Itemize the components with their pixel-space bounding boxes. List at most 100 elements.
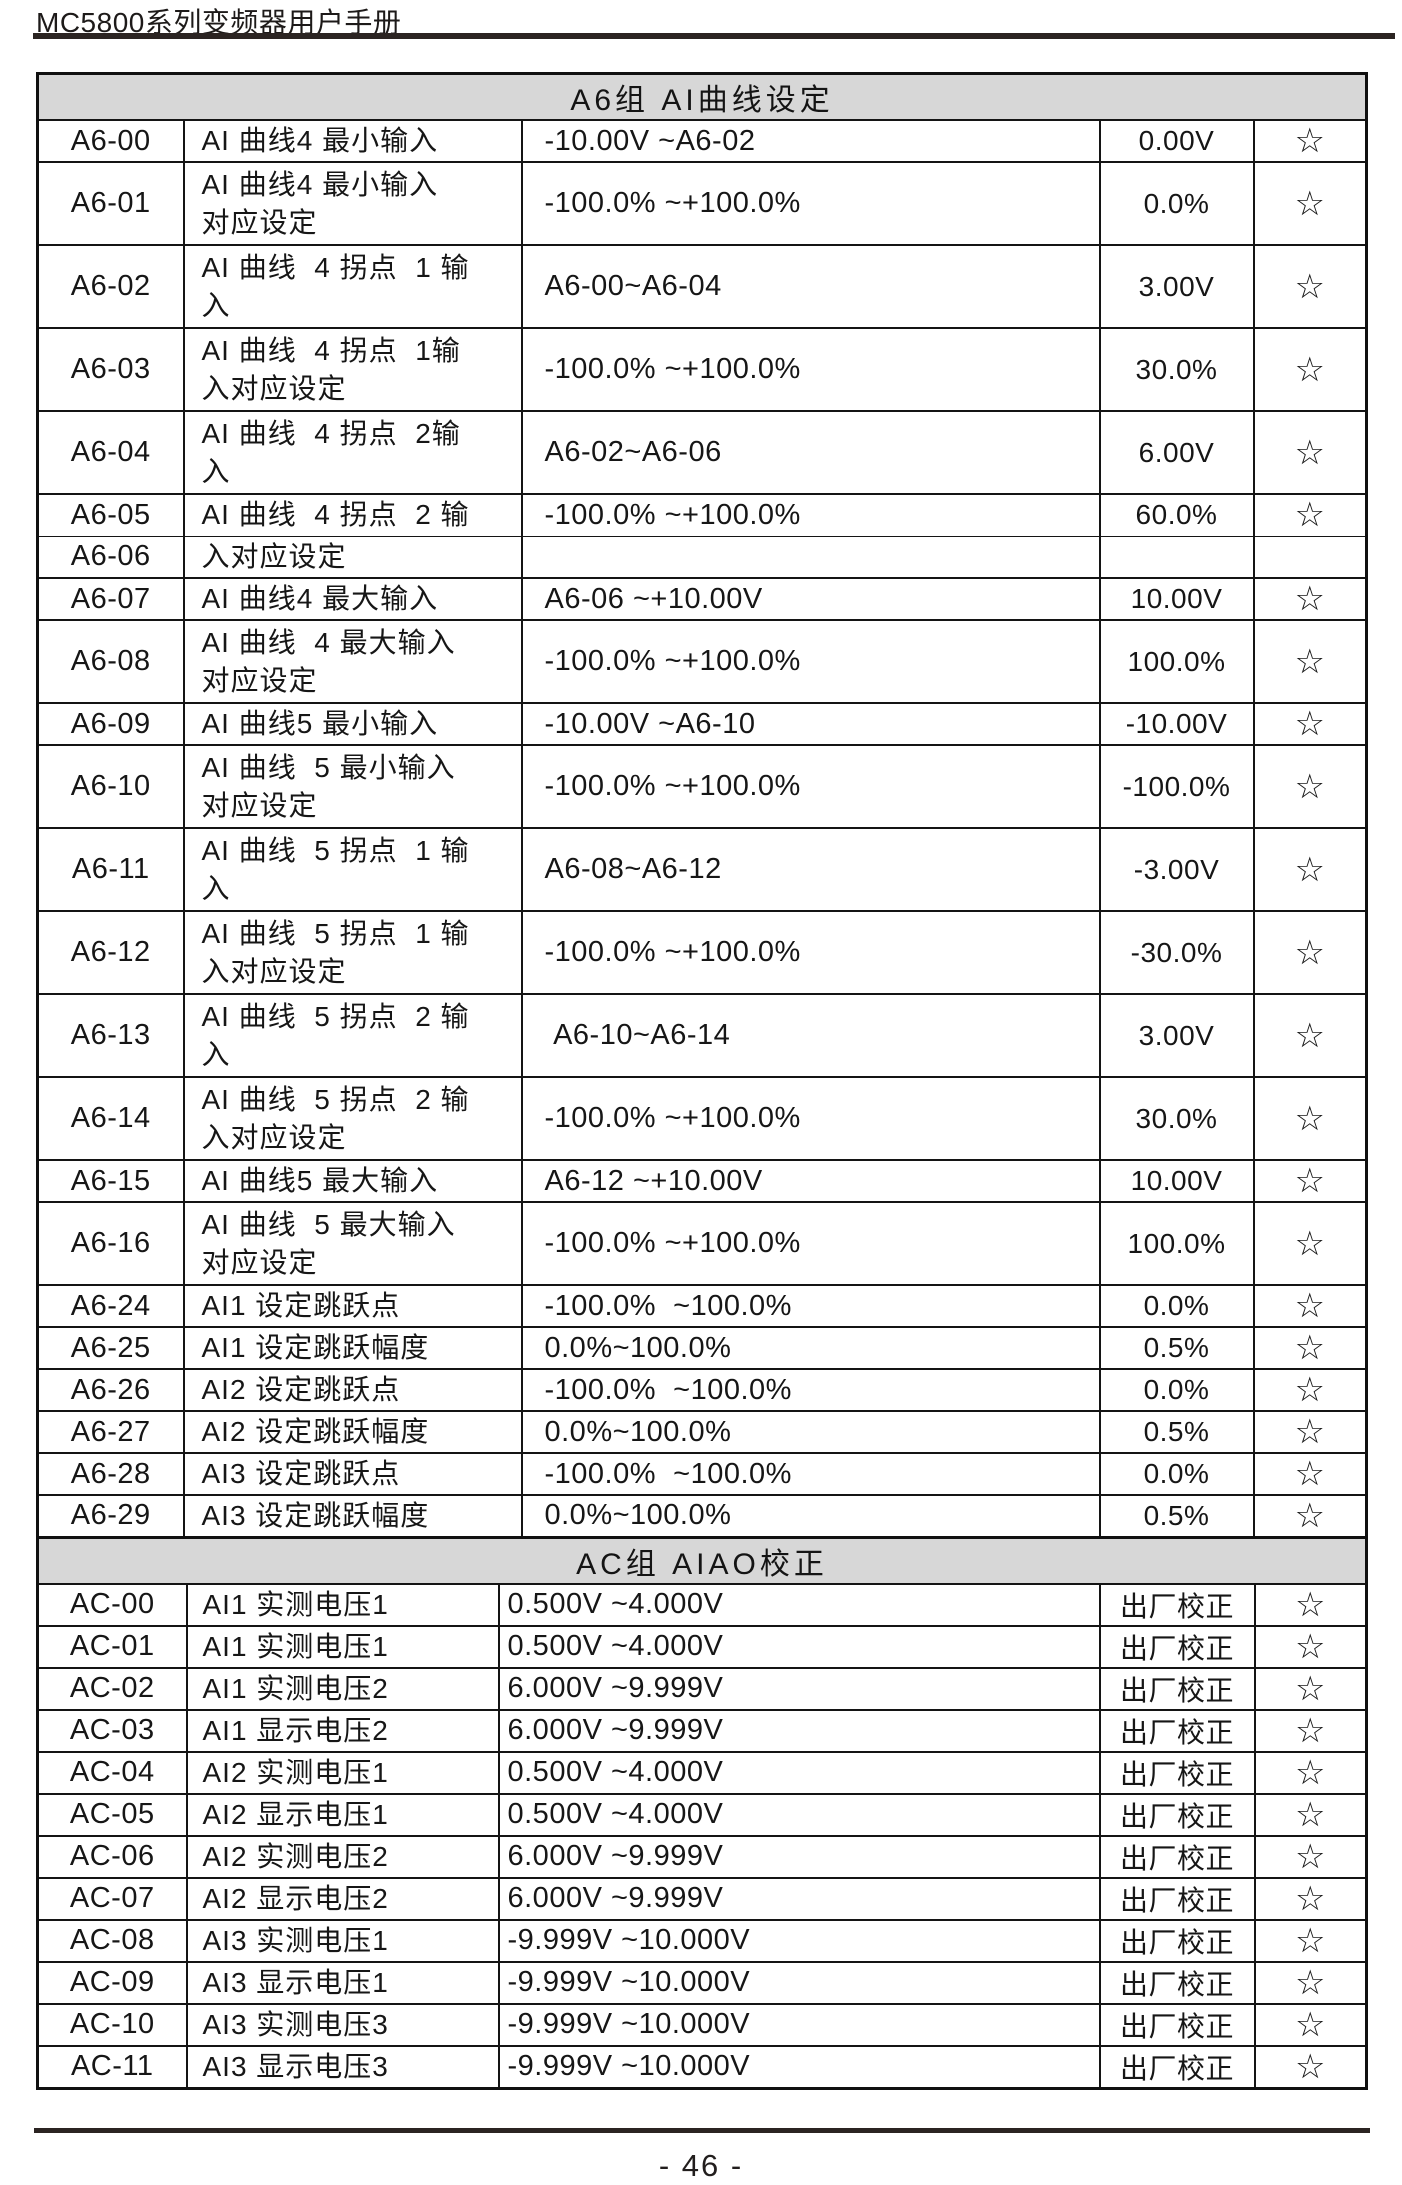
param-range-cell: A6-10~A6-14	[520, 993, 1101, 1078]
star-cell: ☆	[1252, 1284, 1368, 1328]
param-name-cell: AI1 实测电压1	[185, 1624, 500, 1669]
param-default-cell: 出厂校正	[1098, 1960, 1256, 2005]
table-row: A6-14 AI 曲线 5 拐点 2 输 入对应设定 -100.0% ~+100.0…	[36, 1076, 1368, 1161]
param-default-cell: 10.00V	[1098, 1159, 1255, 1203]
star-icon: ☆	[1295, 1837, 1326, 1876]
star-cell: ☆	[1253, 1834, 1368, 1879]
param-range-cell: 6.000V ~9.999V	[497, 1834, 1101, 1879]
param-name-cell: AI1 实测电压2	[185, 1666, 500, 1711]
param-default-cell: 6.00V	[1098, 410, 1255, 495]
star-cell: ☆	[1253, 1708, 1368, 1753]
param-range-cell: -100.0% ~+100.0%	[520, 161, 1101, 246]
param-range-cell: 6.000V ~9.999V	[497, 1666, 1101, 1711]
param-code-cell: AC-00	[36, 1582, 188, 1627]
param-name-cell: AI2 显示电压2	[185, 1876, 500, 1921]
star-cell: ☆	[1253, 1960, 1368, 2005]
param-default-cell: 100.0%	[1098, 1201, 1255, 1286]
table-row: A6-29 AI3 设定跳跃幅度 0.0%~100.0% 0.5% ☆	[36, 1494, 1368, 1538]
param-range-cell: -100.0% ~+100.0%	[520, 1076, 1101, 1161]
param-name-cell: AI 曲线 4 拐点 2输 入	[182, 410, 523, 495]
param-default-cell: 0.0%	[1098, 161, 1255, 246]
param-range-cell: -9.999V ~10.000V	[497, 1960, 1101, 2005]
star-icon: ☆	[1294, 1496, 1326, 1535]
star-cell: ☆	[1253, 1582, 1368, 1627]
star-icon: ☆	[1294, 850, 1326, 889]
star-icon: ☆	[1294, 122, 1326, 160]
param-name-cell: AI 曲线 5 拐点 2 输 入对应设定	[182, 1076, 523, 1161]
table-row: AC-08 AI3 实测电压1 -9.999V ~10.000V 出厂校正 ☆	[36, 1918, 1368, 1963]
param-default-cell: 0.0%	[1098, 1284, 1255, 1328]
param-name-cell: AI2 显示电压1	[185, 1792, 500, 1837]
star-icon: ☆	[1294, 580, 1326, 618]
star-cell: ☆	[1252, 827, 1368, 912]
param-code-cell: A6-06	[36, 535, 185, 579]
table-row: A6-02 AI 曲线 4 拐点 1 输 入 A6-00~A6-04 3.00V ☆	[36, 244, 1368, 329]
param-default-cell: 0.00V	[1098, 119, 1255, 163]
table-row: A6-04 AI 曲线 4 拐点 2输 入 A6-02~A6-06 6.00V ☆	[36, 410, 1368, 495]
star-cell: ☆	[1252, 1368, 1368, 1412]
param-code-cell: A6-29	[36, 1494, 185, 1538]
param-range-cell: A6-06 ~+10.00V	[520, 577, 1101, 621]
param-range-cell: -100.0% ~100.0%	[520, 1452, 1101, 1496]
param-default-cell: 出厂校正	[1098, 1876, 1256, 1921]
param-code-cell: A6-05	[36, 493, 185, 537]
param-code-cell: A6-25	[36, 1326, 185, 1370]
page-title: MC5800系列变频器用户手册	[36, 7, 402, 38]
star-icon: ☆	[1294, 1329, 1326, 1367]
param-range-cell: -100.0% ~+100.0%	[520, 1201, 1101, 1286]
table-row: AC-11 AI3 显示电压3 -9.999V ~10.000V 出厂校正 ☆	[36, 2044, 1368, 2089]
page-number: - 46 -	[658, 2148, 744, 2183]
param-default-cell: 出厂校正	[1098, 1750, 1256, 1795]
param-name-cell: AI1 实测电压1	[185, 1582, 500, 1627]
param-range-cell: A6-00~A6-04	[520, 244, 1101, 329]
param-default-cell: 出厂校正	[1098, 1918, 1256, 1963]
parameter-tables: A6组 AI曲线设定 A6-00 AI 曲线4 最小输入 -10.00V ~A6-02…	[36, 72, 1369, 2090]
table-row: A6-06 入对应设定	[36, 535, 1368, 579]
star-cell: ☆	[1252, 1452, 1368, 1496]
param-code-cell: AC-06	[36, 1834, 188, 1879]
param-default-cell: 出厂校正	[1098, 1708, 1256, 1753]
param-range-cell: A6-08~A6-12	[520, 827, 1101, 912]
star-cell: ☆	[1253, 1666, 1368, 1711]
star-cell: ☆	[1253, 1624, 1368, 1669]
param-code-cell: A6-00	[36, 119, 185, 163]
star-cell: ☆	[1252, 1326, 1368, 1370]
param-code-cell: A6-16	[36, 1201, 185, 1286]
table-row: A6-26 AI2 设定跳跃点 -100.0% ~100.0% 0.0% ☆	[36, 1368, 1368, 1412]
param-default-cell: 30.0%	[1098, 1076, 1255, 1161]
star-cell: ☆	[1253, 2044, 1368, 2089]
param-table-a6: A6组 AI曲线设定 A6-00 AI 曲线4 最小输入 -10.00V ~A6-02…	[36, 72, 1369, 1539]
star-cell: ☆	[1253, 1876, 1368, 1921]
param-code-cell: AC-01	[36, 1624, 188, 1669]
param-default-cell: -30.0%	[1098, 910, 1255, 995]
star-icon: ☆	[1295, 1879, 1326, 1918]
param-code-cell: A6-26	[36, 1368, 185, 1412]
table-row: A6-13 AI 曲线 5 拐点 2 输 入 A6-10~A6-14 3.00V ☆	[36, 993, 1368, 1078]
table-row: A6-01 AI 曲线4 最小输入 对应设定 -100.0% ~+100.0% 0.0…	[36, 161, 1368, 246]
table-row: AC-02 AI1 实测电压2 6.000V ~9.999V 出厂校正 ☆	[36, 1666, 1368, 1711]
param-default-cell: -10.00V	[1098, 702, 1255, 746]
param-code-cell: AC-04	[36, 1750, 188, 1795]
param-default-cell: 0.5%	[1098, 1410, 1255, 1454]
param-default-cell: 出厂校正	[1098, 1666, 1256, 1711]
param-name-cell: AI3 实测电压3	[185, 2002, 500, 2047]
param-name-cell: AI 曲线 4 拐点 1 输 入	[182, 244, 523, 329]
param-code-cell: A6-01	[36, 161, 185, 246]
param-default-cell: 60.0%	[1098, 493, 1255, 537]
star-cell: ☆	[1253, 1792, 1368, 1837]
param-name-cell: AI3 实测电压1	[185, 1918, 500, 1963]
param-name-cell: AI 曲线 5 拐点 1 输 入对应设定	[182, 910, 523, 995]
star-icon: ☆	[1294, 184, 1326, 223]
star-cell: ☆	[1252, 1076, 1368, 1161]
param-name-cell: AI 曲线 5 拐点 1 输 入	[182, 827, 523, 912]
table-row: A6-11 AI 曲线 5 拐点 1 输 入 A6-08~A6-12 -3.00V ☆	[36, 827, 1368, 912]
param-code-cell: AC-03	[36, 1708, 188, 1753]
star-icon: ☆	[1295, 2005, 1326, 2044]
param-code-cell: A6-03	[36, 327, 185, 412]
param-code-cell: AC-11	[36, 2044, 188, 2089]
table-row: A6-12 AI 曲线 5 拐点 1 输 入对应设定 -100.0% ~+100.0…	[36, 910, 1368, 995]
param-range-cell: -100.0% ~+100.0%	[520, 327, 1101, 412]
param-default-cell: 出厂校正	[1098, 2044, 1256, 2089]
star-cell: ☆	[1252, 119, 1368, 163]
star-cell: ☆	[1253, 1918, 1368, 1963]
